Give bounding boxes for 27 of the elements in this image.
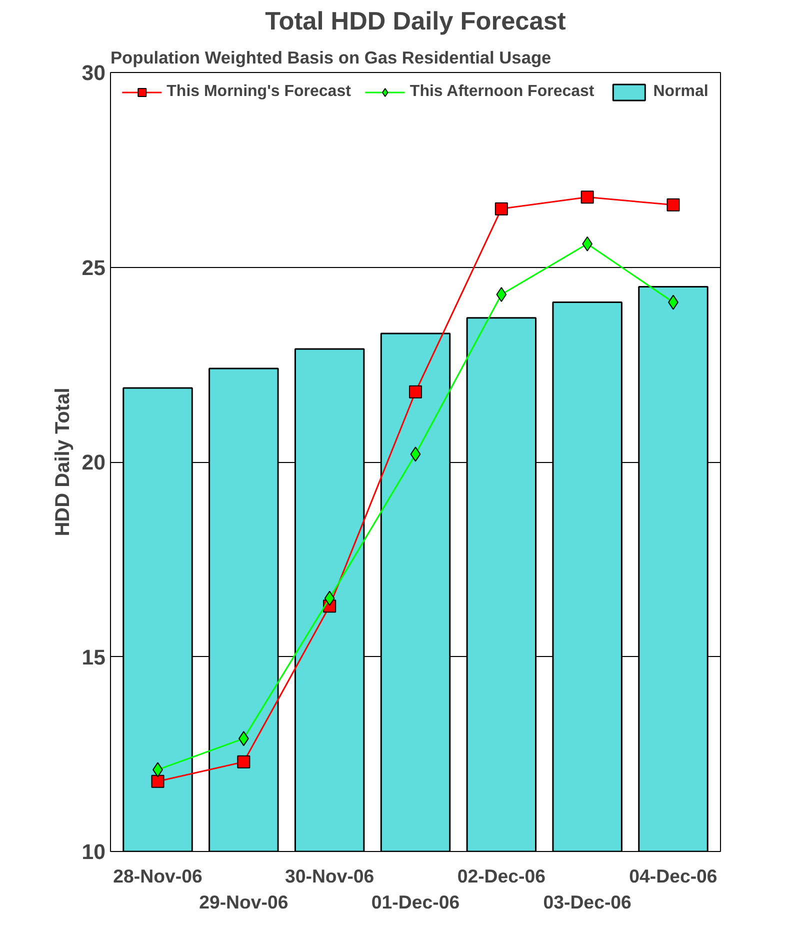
y-tick-label: 20	[82, 450, 106, 474]
y-tick-label: 30	[82, 61, 106, 85]
point	[410, 446, 421, 462]
legend-label: This Afternoon Forecast	[410, 83, 594, 101]
x-tick-label: 04-Dec-06	[629, 866, 718, 886]
x-tick-label: 02-Dec-06	[457, 866, 546, 886]
x-tick-label: 30-Nov-06	[285, 866, 374, 886]
point	[237, 755, 250, 768]
legend-label: Normal	[653, 83, 708, 101]
point	[666, 198, 680, 212]
point	[324, 590, 335, 606]
point	[409, 385, 422, 398]
y-axis-title: HDD Daily Total	[52, 388, 74, 536]
point	[496, 287, 507, 302]
point	[494, 202, 508, 216]
x-tick-label: 01-Dec-06	[371, 892, 460, 912]
legend-label: This Morning's Forecast	[166, 83, 351, 101]
y-tick-label: 10	[82, 840, 106, 864]
x-tick-label: 29-Nov-06	[199, 892, 288, 912]
point	[580, 190, 594, 204]
y-tick-label: 25	[82, 256, 106, 280]
x-tick-label: 28-Nov-06	[113, 866, 202, 886]
chart-title: Total HDD Daily Forecast	[265, 8, 566, 36]
chart-subtitle: Population Weighted Basis on Gas Residential Usage	[110, 48, 552, 68]
point	[151, 774, 164, 788]
y-tick-label: 15	[82, 645, 106, 670]
x-tick-label: 03-Dec-06	[543, 892, 632, 912]
